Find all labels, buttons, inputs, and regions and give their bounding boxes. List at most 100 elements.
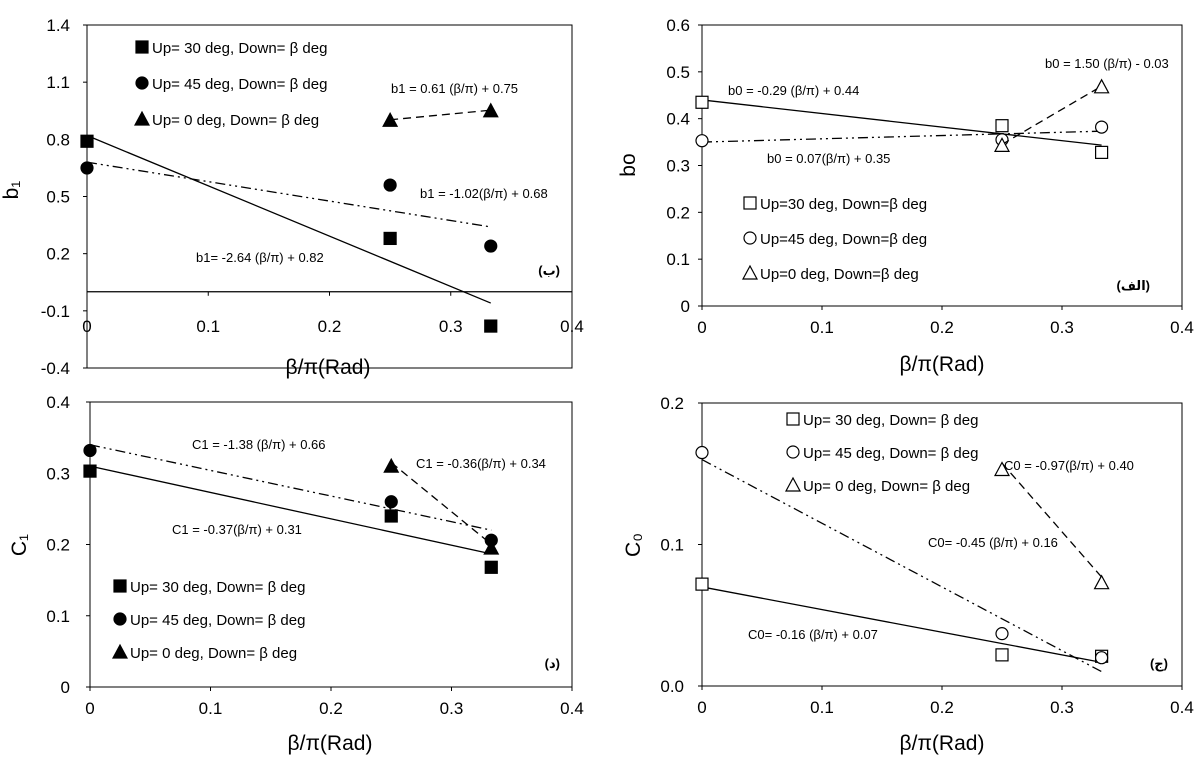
data-point — [83, 464, 97, 478]
x-tick-label: 0.4 — [1170, 698, 1194, 717]
data-point — [383, 457, 400, 473]
data-point — [484, 560, 498, 574]
data-point — [695, 577, 709, 591]
x-tick-label: 0.4 — [560, 699, 584, 718]
x-axis-title: β/π(Rad) — [900, 732, 985, 755]
x-tick-label: 0.2 — [318, 317, 342, 336]
y-tick-label: 0.2 — [46, 245, 70, 264]
chart-b1: -0.4 -0.1 0.2 0.5 0.8 1.1 1.4 0 0.1 0.2 0.3 0.4 β/π(… — [0, 16, 584, 379]
legend-marker — [786, 412, 800, 426]
x-tick-label: 0.1 — [199, 699, 223, 718]
data-point — [383, 231, 397, 246]
y-tick-label: 0.3 — [666, 157, 690, 176]
data-point — [995, 627, 1009, 641]
data-point — [382, 112, 399, 127]
y-tick-label: 0.4 — [666, 110, 690, 129]
x-tick-label: 0 — [85, 699, 94, 718]
fit-line — [701, 586, 1102, 663]
fit-line — [86, 161, 491, 228]
fit-line — [86, 134, 492, 304]
legend-label: Up= 0 deg, Down= β deg — [803, 478, 970, 495]
fit-equation: C0= -0.45 (β/π) + 0.16 — [928, 535, 1058, 550]
y-tick-label: 1.1 — [46, 73, 70, 92]
legend-marker — [133, 110, 151, 126]
legend-label: Up=45 deg, Down=β deg — [760, 231, 927, 248]
data-point — [1094, 145, 1109, 159]
legend-label: Up= 45 deg, Down= β deg — [803, 445, 978, 462]
fit-equation: C1 = -0.36(β/π) + 0.34 — [416, 456, 546, 471]
fit-line — [701, 99, 1102, 146]
fit-equation: b1 = -1.02(β/π) + 0.68 — [420, 186, 548, 201]
legend-marker — [135, 76, 149, 90]
x-axis-title: β/π(Rad) — [288, 732, 373, 755]
y-tick-label: -0.4 — [41, 359, 70, 378]
fit-line — [89, 465, 492, 555]
y-tick-label: -0.1 — [41, 302, 70, 321]
data-point — [80, 161, 94, 175]
x-tick-label: 0.1 — [810, 318, 834, 337]
x-axis-title: β/π(Rad) — [286, 356, 371, 379]
x-tick-label: 0.4 — [1170, 318, 1194, 337]
panel-label: (ج) — [1150, 656, 1168, 672]
fit-equation: b0 = 1.50 (β/π) - 0.03 — [1045, 56, 1169, 71]
y-tick-label: 0.0 — [660, 677, 684, 696]
fit-equation: C0= -0.16 (β/π) + 0.07 — [748, 627, 878, 642]
data-point — [484, 239, 498, 253]
fit-equation: b1 = 0.61 (β/π) + 0.75 — [391, 81, 518, 96]
y-axis-title: bo — [617, 153, 640, 176]
y-tick-label: 0.1 — [660, 536, 684, 555]
legend-label: Up=0 deg, Down=β deg — [760, 266, 919, 283]
y-tick-label: 0 — [61, 678, 70, 697]
fit-line — [89, 444, 492, 531]
fit-equation: C0 = -0.97(β/π) + 0.40 — [1004, 458, 1134, 473]
y-tick-label: 0.1 — [46, 607, 70, 626]
data-point — [1093, 78, 1110, 94]
data-point — [383, 178, 397, 192]
legend-label: Up= 30 deg, Down= β deg — [803, 412, 978, 429]
legend-marker — [113, 579, 127, 593]
legend-label: Up= 0 deg, Down= β deg — [130, 645, 297, 662]
legend-marker — [113, 612, 127, 626]
x-tick-label: 0 — [697, 318, 706, 337]
y-axis-title: C₀ — [622, 533, 645, 557]
chart-c0: 0.0 0.1 0.2 0 0.1 0.2 0.3 0.4 β/π(Rad) C₀ (ج) C0= -… — [622, 394, 1194, 755]
legend-label: Up= 30 deg, Down= β deg — [130, 579, 305, 596]
y-axis-title: C₁ — [8, 534, 31, 556]
fit-equation: b0 = -0.29 (β/π) + 0.44 — [728, 83, 859, 98]
data-point — [995, 648, 1009, 662]
legend-label: Up= 45 deg, Down= β deg — [130, 612, 305, 629]
chart-c1: 0 0.1 0.2 0.3 0.4 0 0.1 0.2 0.3 0.4 β/π(Rad) C₁ (د) C… — [8, 393, 584, 755]
legend-label: Up=30 deg, Down=β deg — [760, 196, 927, 213]
data-point — [695, 134, 709, 148]
legend-label: Up= 0 deg, Down= β deg — [152, 112, 319, 129]
data-point — [384, 509, 398, 523]
y-tick-label: 0.6 — [666, 16, 690, 35]
y-tick-label: 0.8 — [46, 130, 70, 149]
legend-marker — [741, 264, 759, 280]
fit-line — [390, 109, 491, 121]
legend-marker — [786, 445, 800, 459]
data-point — [384, 495, 398, 509]
x-tick-label: 0.2 — [319, 699, 343, 718]
x-tick-label: 0 — [82, 317, 91, 336]
panel-label: (د) — [545, 656, 560, 671]
data-point — [484, 319, 498, 333]
data-point — [695, 95, 709, 109]
chart-b0: 0 0.1 0.2 0.3 0.4 0.5 0.6 0 0.1 0.2 0.3 0.4 β/π(Rad)… — [617, 16, 1194, 376]
data-point — [483, 539, 500, 555]
legend-label: Up= 30 deg, Down= β deg — [152, 40, 327, 57]
data-point — [1094, 651, 1109, 665]
x-tick-label: 0 — [697, 698, 706, 717]
fit-line — [1001, 85, 1102, 145]
data-point — [1094, 120, 1109, 134]
y-tick-label: 0.2 — [46, 536, 70, 555]
data-point — [482, 102, 499, 118]
fit-line — [390, 462, 492, 545]
x-tick-label: 0.3 — [440, 699, 464, 718]
y-tick-label: 0.1 — [666, 250, 690, 269]
x-tick-label: 0.1 — [810, 698, 834, 717]
fit-line — [1001, 462, 1103, 578]
legend-marker — [111, 643, 129, 659]
x-tick-label: 0.3 — [1050, 698, 1074, 717]
